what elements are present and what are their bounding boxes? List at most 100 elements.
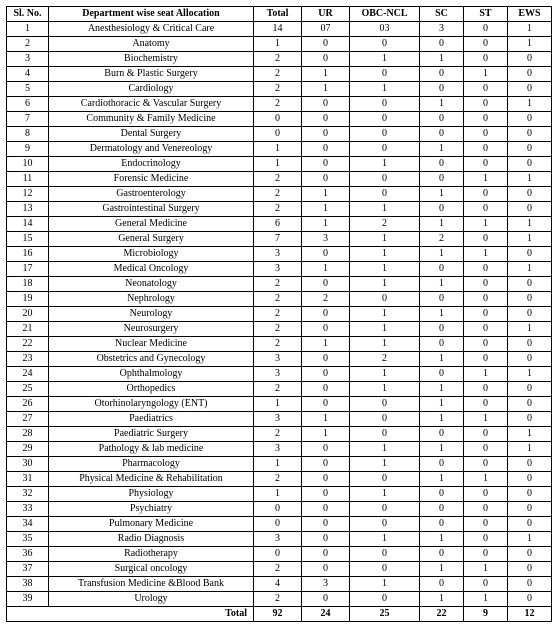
- data-cell: 0: [420, 487, 464, 502]
- data-cell: 0: [464, 262, 508, 277]
- table-row: 29Pathology & lab medicine301101: [7, 442, 552, 457]
- table-row: 22Nuclear Medicine211000: [7, 337, 552, 352]
- data-cell: 2: [350, 217, 420, 232]
- dept-cell: Otorhinolaryngology (ENT): [49, 397, 254, 412]
- table-row: 20Neurology201100: [7, 307, 552, 322]
- data-cell: 2: [254, 292, 302, 307]
- data-cell: 1: [302, 67, 350, 82]
- data-cell: 1: [508, 262, 552, 277]
- table-row: 5Cardiology211000: [7, 82, 552, 97]
- data-cell: 2: [254, 307, 302, 322]
- data-cell: 18: [7, 277, 49, 292]
- data-cell: 0: [302, 37, 350, 52]
- data-cell: 2: [254, 97, 302, 112]
- table-row: 18Neonatology201100: [7, 277, 552, 292]
- data-cell: 1: [420, 307, 464, 322]
- data-cell: 1: [254, 397, 302, 412]
- data-cell: 1: [350, 577, 420, 592]
- data-cell: 0: [302, 127, 350, 142]
- data-cell: 3: [254, 247, 302, 262]
- data-cell: 0: [508, 517, 552, 532]
- data-cell: 0: [464, 22, 508, 37]
- data-cell: 2: [254, 277, 302, 292]
- dept-cell: Psychiatry: [49, 502, 254, 517]
- data-cell: 2: [254, 82, 302, 97]
- data-cell: 0: [508, 247, 552, 262]
- data-cell: 0: [508, 352, 552, 367]
- total-cell: 12: [508, 607, 552, 622]
- data-cell: 0: [464, 142, 508, 157]
- data-cell: 1: [350, 487, 420, 502]
- data-cell: 0: [302, 382, 350, 397]
- table-row: 26Otorhinolaryngology (ENT)100100: [7, 397, 552, 412]
- table-row: 25Orthopedics201100: [7, 382, 552, 397]
- data-cell: 1: [350, 367, 420, 382]
- data-cell: 0: [464, 397, 508, 412]
- data-cell: 1: [350, 337, 420, 352]
- dept-cell: Endocrinology: [49, 157, 254, 172]
- data-cell: 1: [464, 247, 508, 262]
- data-cell: 2: [254, 322, 302, 337]
- data-cell: 2: [350, 352, 420, 367]
- data-cell: 0: [464, 427, 508, 442]
- data-cell: 1: [302, 217, 350, 232]
- data-cell: 0: [302, 52, 350, 67]
- data-cell: 12: [7, 187, 49, 202]
- data-cell: 0: [420, 127, 464, 142]
- dept-cell: Anesthesiology & Critical Care: [49, 22, 254, 37]
- data-cell: 23: [7, 352, 49, 367]
- data-cell: 3: [254, 352, 302, 367]
- data-cell: 1: [254, 457, 302, 472]
- data-cell: 0: [254, 517, 302, 532]
- data-cell: 03: [350, 22, 420, 37]
- data-cell: 31: [7, 472, 49, 487]
- data-cell: 0: [508, 502, 552, 517]
- data-cell: 0: [350, 502, 420, 517]
- dept-cell: Urology: [49, 592, 254, 607]
- data-cell: 1: [350, 382, 420, 397]
- data-cell: 1: [254, 487, 302, 502]
- data-cell: 14: [7, 217, 49, 232]
- data-cell: 2: [254, 172, 302, 187]
- data-cell: 0: [302, 532, 350, 547]
- table-row: 11Forensic Medicine200011: [7, 172, 552, 187]
- data-cell: 1: [350, 457, 420, 472]
- data-cell: 0: [420, 547, 464, 562]
- data-cell: 0: [302, 487, 350, 502]
- data-cell: 0: [508, 52, 552, 67]
- data-cell: 2: [302, 292, 350, 307]
- data-cell: 1: [350, 202, 420, 217]
- data-cell: 17: [7, 262, 49, 277]
- data-cell: 0: [350, 562, 420, 577]
- data-cell: 0: [508, 82, 552, 97]
- data-cell: 0: [350, 472, 420, 487]
- data-cell: 35: [7, 532, 49, 547]
- table-row: 34Pulmonary Medicine000000: [7, 517, 552, 532]
- table-row: 2Anatomy100001: [7, 37, 552, 52]
- data-cell: 1: [464, 412, 508, 427]
- data-cell: 25: [7, 382, 49, 397]
- data-cell: 2: [254, 187, 302, 202]
- data-cell: 0: [464, 37, 508, 52]
- table-row: 8Dental Surgery000000: [7, 127, 552, 142]
- data-cell: 1: [420, 247, 464, 262]
- dept-cell: Gastrointestinal Surgery: [49, 202, 254, 217]
- data-cell: 0: [464, 97, 508, 112]
- dept-cell: Paediatrics: [49, 412, 254, 427]
- data-cell: 1: [302, 337, 350, 352]
- data-cell: 2: [7, 37, 49, 52]
- data-cell: 0: [302, 502, 350, 517]
- data-cell: 16: [7, 247, 49, 262]
- data-cell: 0: [508, 127, 552, 142]
- data-cell: 3: [302, 232, 350, 247]
- total-cell: 9: [464, 607, 508, 622]
- data-cell: 20: [7, 307, 49, 322]
- data-cell: 0: [420, 502, 464, 517]
- data-cell: 0: [302, 97, 350, 112]
- dept-cell: Nephrology: [49, 292, 254, 307]
- data-cell: 36: [7, 547, 49, 562]
- data-cell: 7: [7, 112, 49, 127]
- data-cell: 0: [508, 67, 552, 82]
- data-cell: 1: [508, 172, 552, 187]
- data-cell: 0: [420, 202, 464, 217]
